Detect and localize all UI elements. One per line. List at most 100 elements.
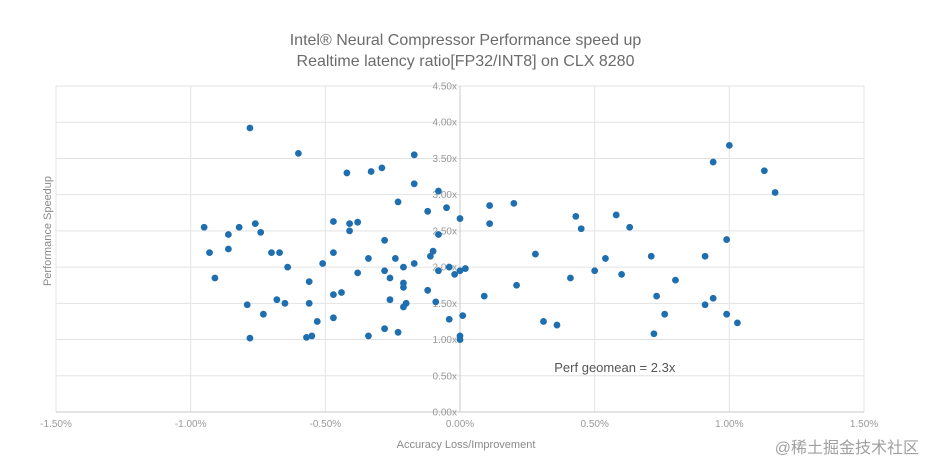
data-point <box>276 249 283 257</box>
data-point <box>330 218 337 225</box>
data-point <box>459 312 467 320</box>
data-point <box>365 332 372 340</box>
data-point <box>532 250 539 258</box>
data-point <box>381 325 388 333</box>
data-point <box>281 299 289 307</box>
data-point <box>723 310 731 318</box>
data-point <box>386 274 394 282</box>
data-point <box>653 292 661 300</box>
data-point <box>577 225 585 233</box>
data-point <box>224 245 232 253</box>
data-point <box>346 220 353 228</box>
data-point <box>394 328 402 336</box>
data-point <box>235 223 243 231</box>
data-point <box>211 274 219 282</box>
data-point <box>268 249 275 257</box>
data-point <box>456 336 464 343</box>
y-tick-label: 0.50x <box>433 371 457 382</box>
watermark: @稀土掘金技术社区 <box>774 440 919 457</box>
data-point <box>243 301 251 309</box>
data-point <box>246 334 254 342</box>
data-point <box>540 318 547 325</box>
y-tick-label: 1.00x <box>433 335 457 346</box>
data-point <box>445 263 453 271</box>
geomean-annotation: Perf geomean = 2.3x <box>554 360 676 375</box>
data-point <box>381 236 388 244</box>
data-point <box>456 215 464 222</box>
data-point <box>510 199 518 207</box>
data-point <box>443 204 450 212</box>
data-point <box>513 281 520 289</box>
data-point <box>338 289 345 296</box>
data-point <box>284 263 292 271</box>
x-tick-label: -1.50% <box>40 419 72 430</box>
data-point <box>200 223 208 231</box>
data-point <box>456 267 464 275</box>
chart-title: Intel® Neural Compressor Performance spe… <box>289 32 642 49</box>
data-point <box>647 252 655 260</box>
data-point <box>386 296 394 304</box>
data-point <box>760 167 768 175</box>
data-point <box>553 321 561 329</box>
data-point <box>424 286 432 294</box>
data-point <box>424 207 432 215</box>
x-tick-label: -0.50% <box>309 419 341 430</box>
data-point <box>346 227 353 235</box>
data-point <box>273 296 281 304</box>
data-point <box>701 301 709 309</box>
x-axis-title: Accuracy Loss/Improvement <box>397 439 536 451</box>
data-point <box>486 220 494 228</box>
data-point <box>251 220 259 228</box>
data-point <box>618 270 625 278</box>
y-axis-title: Performance Speedup <box>42 176 54 286</box>
data-point <box>567 274 574 282</box>
data-point <box>410 260 418 267</box>
x-tick-label: -1.00% <box>175 419 207 430</box>
data-point <box>429 247 437 255</box>
data-point <box>354 218 362 226</box>
data-point <box>354 269 362 277</box>
x-tick-label: 0.50% <box>580 419 608 430</box>
data-point <box>602 255 609 262</box>
data-point <box>572 213 580 220</box>
data-point <box>378 164 386 172</box>
data-point <box>410 151 418 159</box>
data-point <box>435 187 442 195</box>
data-point <box>365 255 372 262</box>
chart-subtitle: Realtime latency ratio[FP32/INT8] on CLX… <box>296 53 635 70</box>
data-point <box>461 265 469 272</box>
data-point <box>305 299 313 307</box>
y-tick-label: 2.00x <box>433 263 457 274</box>
data-point <box>402 299 410 307</box>
data-point <box>330 314 337 322</box>
data-point <box>435 267 442 275</box>
data-point <box>432 298 440 306</box>
data-point <box>650 330 658 338</box>
data-point <box>486 202 494 209</box>
data-point <box>734 319 741 327</box>
data-point <box>257 228 265 236</box>
data-point <box>445 315 453 323</box>
x-tick-label: 0.00% <box>446 419 474 430</box>
y-tick-label: 3.50x <box>433 154 457 165</box>
data-point <box>305 278 313 285</box>
data-point <box>451 270 459 278</box>
data-point <box>330 291 337 299</box>
data-point <box>308 332 316 340</box>
data-point <box>295 149 302 157</box>
data-point <box>246 124 254 132</box>
data-point <box>400 263 407 271</box>
data-point <box>224 231 232 238</box>
data-point <box>367 168 375 175</box>
data-point <box>319 260 327 267</box>
data-point <box>661 310 669 318</box>
y-tick-label: 0.00x <box>433 408 457 419</box>
y-tick-label: 2.50x <box>433 226 457 237</box>
y-tick-label: 4.00x <box>433 118 457 129</box>
data-point <box>426 252 434 260</box>
data-point <box>303 333 310 341</box>
data-point <box>771 189 779 196</box>
data-point <box>343 169 351 177</box>
data-point <box>394 198 402 206</box>
